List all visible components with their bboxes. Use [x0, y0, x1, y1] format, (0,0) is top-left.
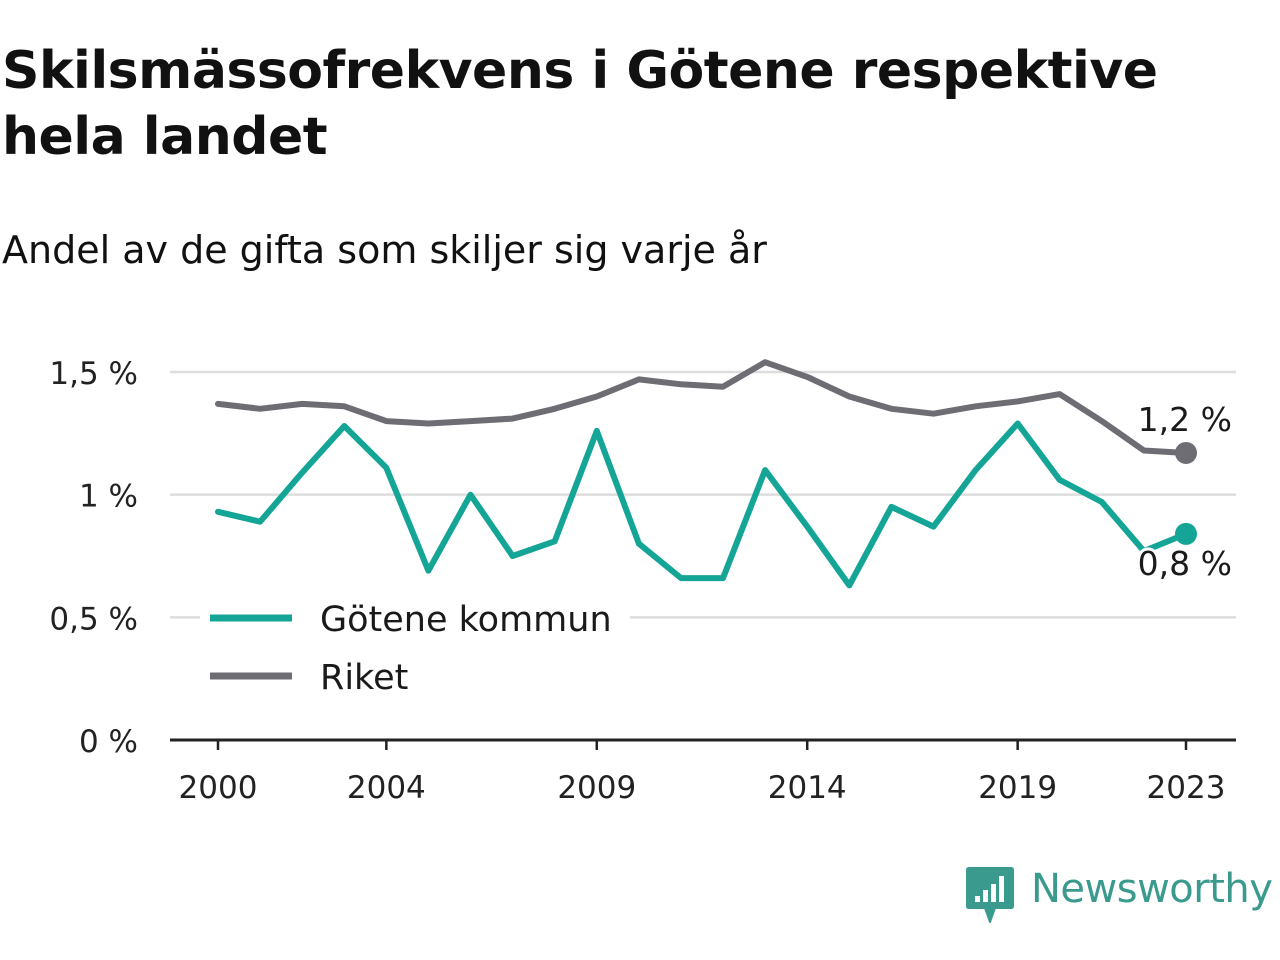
y-tick-label: 1 % — [79, 479, 138, 515]
line-chart: 0 % 0,5 % 1 % 1,5 % 2000 2004 2009 2014 2019 2023… — [49, 356, 1236, 806]
legend-label: Götene kommun — [320, 600, 612, 640]
chart-title: Skilsmässofrekvens i Götene respektive h… — [2, 41, 1158, 167]
x-tick-label: 2014 — [768, 770, 847, 806]
x-tick-label: 2004 — [347, 770, 426, 806]
legend: Götene kommun Riket — [200, 590, 630, 698]
y-tick-label: 0,5 % — [49, 601, 138, 637]
brand-name: Newsworthy — [1031, 866, 1273, 912]
series-line — [215, 359, 1189, 456]
newsworthy-logo-icon — [966, 867, 1014, 923]
x-tick-label: 2019 — [978, 770, 1057, 806]
series-end-point — [1175, 522, 1197, 545]
series-end-point — [1175, 441, 1197, 464]
end-value-label: 1,2 % — [1138, 400, 1232, 439]
series-line — [215, 420, 1189, 589]
end-labels: 0,8 % 1,2 % — [1135, 397, 1235, 586]
x-tick-label: 2000 — [179, 770, 258, 806]
series-lines — [215, 359, 1197, 589]
x-tick-label: 2023 — [1147, 770, 1226, 806]
x-tick-label: 2009 — [557, 770, 636, 806]
legend-label: Riket — [320, 658, 408, 698]
chart-subtitle: Andel av de gifta som skiljer sig varje … — [2, 228, 767, 272]
axes: 0 % 0,5 % 1 % 1,5 % 2000 2004 2009 2014 2019 2023 — [49, 356, 1236, 806]
end-value-label: 0,8 % — [1138, 544, 1232, 583]
brand: Newsworthy — [963, 864, 1273, 926]
y-tick-label: 0 % — [79, 724, 138, 760]
y-tick-label: 1,5 % — [49, 356, 138, 392]
